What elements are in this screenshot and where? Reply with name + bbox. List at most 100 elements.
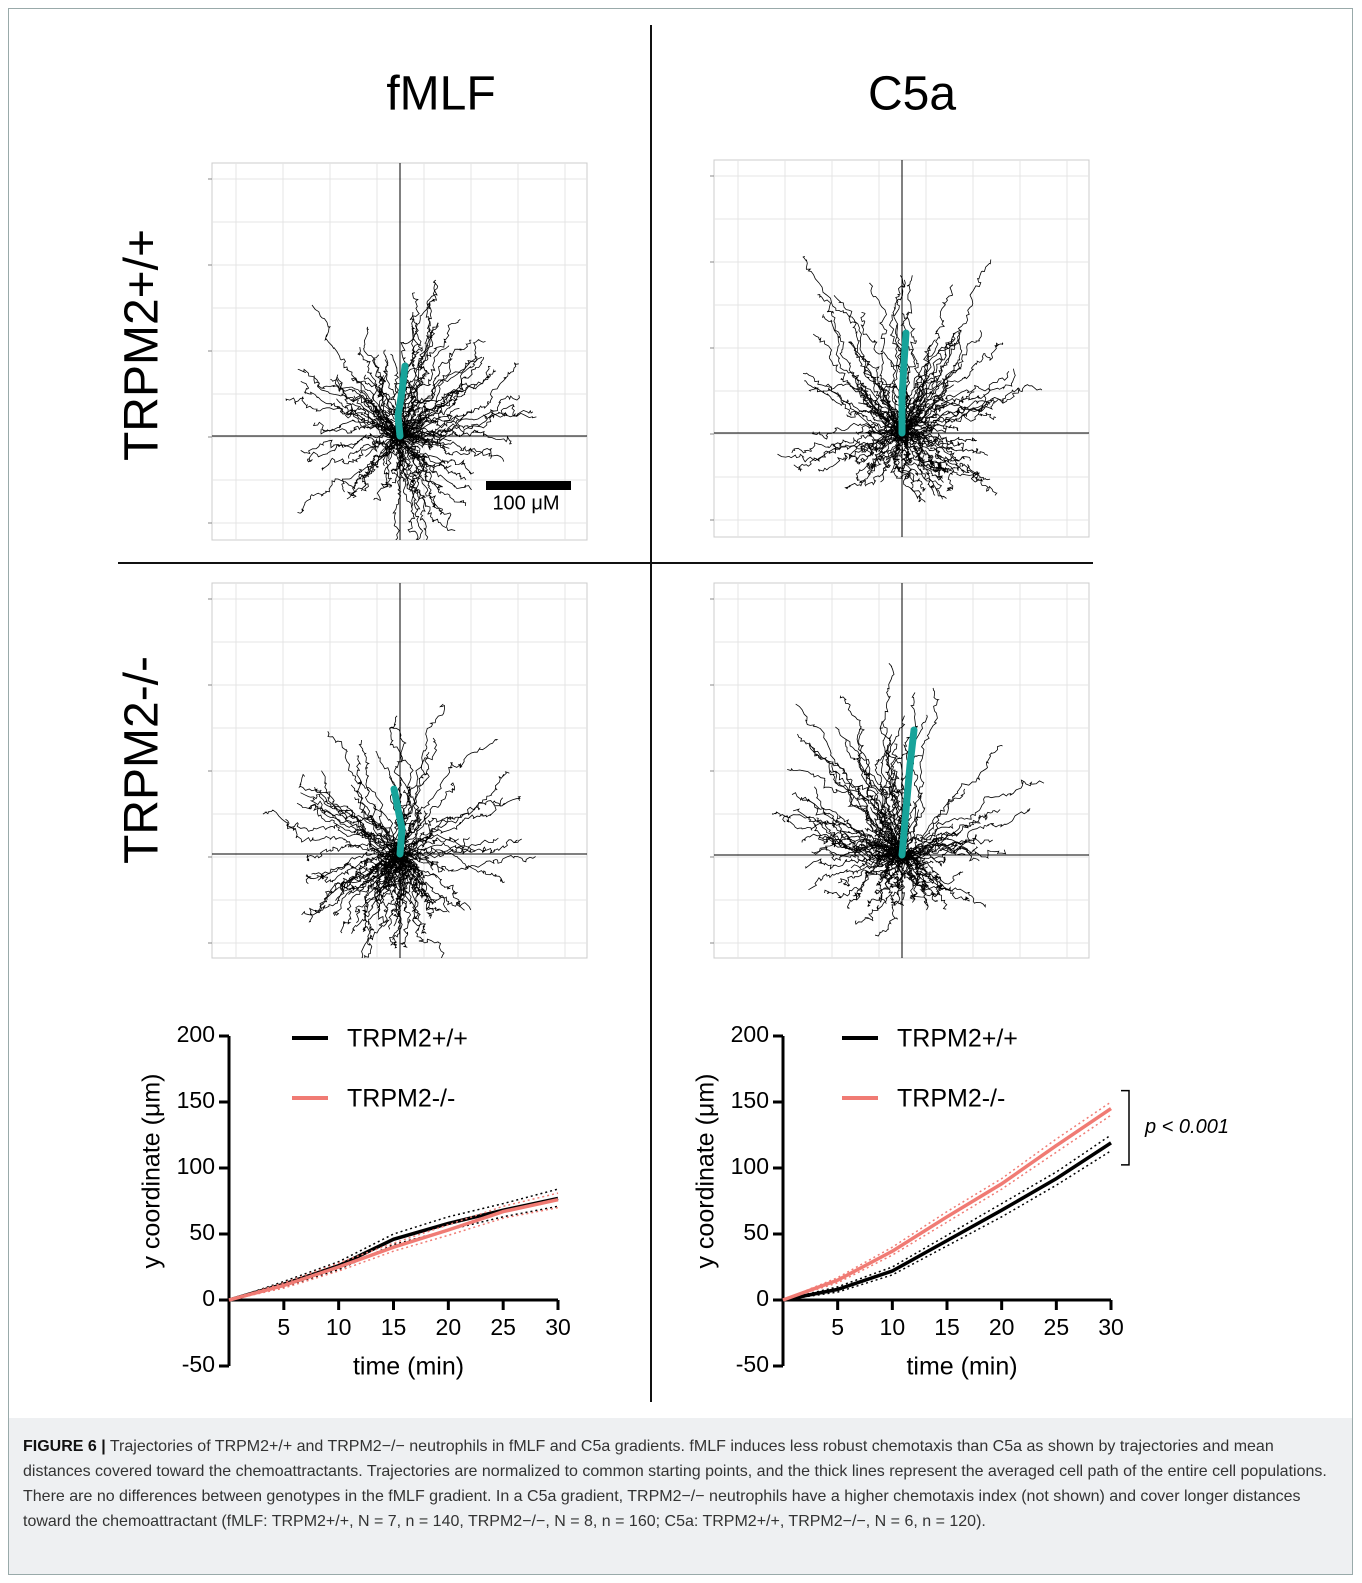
ci-line: [228, 1188, 559, 1301]
trajectory: [399, 435, 467, 481]
trajectory: [900, 339, 936, 434]
trajectory: [296, 802, 401, 855]
trajectory: [901, 432, 960, 463]
trajectory: [880, 378, 903, 434]
trajectory: [399, 853, 536, 872]
y-axis-label: y coordinate (μm): [138, 1073, 166, 1268]
trajectory: [885, 749, 903, 856]
trajectory: [869, 432, 903, 474]
trajectory: [901, 259, 992, 434]
trajectory: [353, 395, 401, 437]
trajectory: [901, 854, 986, 908]
series-line: [782, 1141, 1112, 1302]
trajectory: [392, 281, 439, 437]
trajectory: [364, 853, 402, 926]
trajectory: [399, 392, 459, 436]
trajectory: [346, 435, 401, 498]
trajectory: [838, 837, 903, 865]
column-title: C5a: [868, 68, 956, 121]
trajectories: [772, 663, 1045, 937]
trajectory: [901, 744, 1003, 856]
y-tick-label: 150: [177, 1087, 215, 1113]
series-line: [782, 1107, 1112, 1302]
x-axis-label: time (min): [906, 1353, 1017, 1381]
trajectory: [899, 847, 1007, 859]
ci-line: [782, 1150, 1112, 1301]
scale-bar: [486, 481, 571, 490]
trajectory-panel: [208, 582, 588, 959]
legend-label: TRPM2+/+: [347, 1025, 468, 1053]
trajectory: [822, 834, 903, 867]
trajectory: [390, 435, 402, 540]
trajectory: [399, 395, 520, 442]
y-tick-label: -50: [736, 1351, 769, 1377]
x-tick-label: 10: [326, 1314, 352, 1340]
trajectory: [880, 432, 903, 483]
trajectory: [309, 803, 401, 855]
trajectory: [901, 403, 948, 434]
trajectory: [396, 433, 473, 490]
legend-label: TRPM2-/-: [897, 1085, 1005, 1113]
x-tick-label: 15: [381, 1314, 407, 1340]
x-tick-label: 25: [1044, 1314, 1070, 1340]
y-axis-label: y coordinate (μm): [692, 1073, 720, 1268]
trajectory: [901, 284, 954, 434]
trajectory: [312, 419, 401, 437]
trajectory: [356, 755, 401, 855]
trajectory: [311, 304, 401, 437]
trajectory: [835, 726, 903, 856]
trajectory-panels: [208, 159, 1090, 959]
trajectory: [285, 818, 401, 857]
trajectory: [399, 322, 439, 437]
trajectory: [399, 345, 450, 437]
trajectory: [313, 375, 401, 437]
legend-label: TRPM2-/-: [347, 1085, 455, 1113]
trajectory: [901, 832, 948, 856]
trajectory-panel: [710, 582, 1090, 959]
trajectory: [805, 854, 903, 870]
trajectory: [399, 429, 512, 445]
trajectory: [399, 751, 430, 855]
x-tick-label: 5: [831, 1314, 844, 1340]
trajectory: [394, 853, 405, 907]
trajectory: [350, 378, 401, 437]
trajectory: [864, 827, 904, 856]
caption-label: FIGURE 6 |: [23, 1438, 106, 1455]
trajectory: [878, 854, 911, 904]
trajectory: [300, 430, 402, 455]
trajectory: [399, 409, 534, 441]
x-tick-label: 15: [934, 1314, 960, 1340]
x-tick-label: 30: [545, 1314, 571, 1340]
trajectory: [399, 434, 475, 475]
y-tick-label: 50: [743, 1219, 769, 1245]
mean-path: [390, 785, 406, 858]
trajectory: [901, 687, 940, 856]
trajectory: [901, 431, 944, 479]
trajectory: [802, 256, 903, 434]
trajectory: [399, 403, 537, 437]
trajectory: [777, 432, 905, 463]
mean-path: [898, 329, 910, 437]
mean-path: [898, 726, 918, 859]
trajectory: [393, 434, 429, 540]
ci-line: [782, 1101, 1112, 1301]
trajectory: [791, 792, 904, 856]
trajectory: [345, 406, 401, 437]
trajectory: [373, 435, 403, 502]
trajectory: [900, 779, 1045, 856]
trajectory-panel: [710, 159, 1090, 538]
trajectory: [879, 721, 904, 856]
trajectory: [297, 435, 401, 514]
row-label: TRPM2-/-: [116, 656, 169, 864]
trajectory: [399, 338, 486, 437]
trajectory: [399, 358, 453, 437]
trajectory: [399, 311, 419, 437]
trajectory: [802, 372, 903, 436]
trajectory: [855, 424, 905, 436]
trajectory: [901, 854, 928, 905]
trajectory: [787, 767, 903, 856]
y-tick-label: 200: [731, 1021, 769, 1047]
trajectory: [872, 838, 903, 856]
x-tick-label: 30: [1098, 1314, 1124, 1340]
y-tick-label: 200: [177, 1021, 215, 1047]
